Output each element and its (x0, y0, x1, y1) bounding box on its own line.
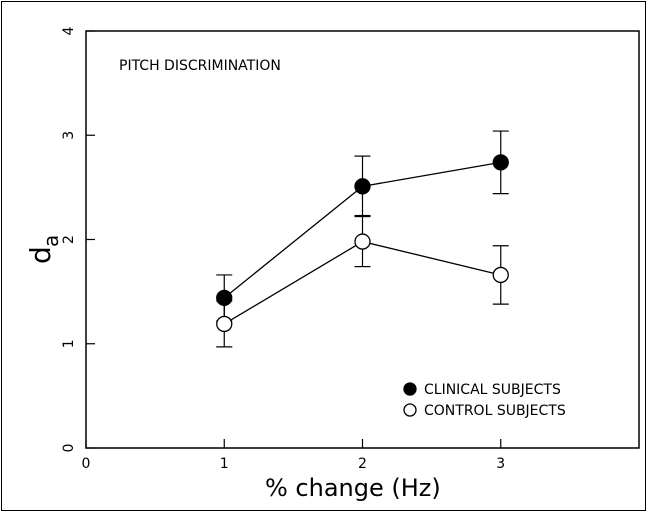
y-tick-label: 0 (61, 444, 77, 453)
legend-label: CONTROL SUBJECTS (424, 403, 566, 419)
x-axis-ticks: 0 1 2 3 (82, 439, 505, 472)
x-tick-label: 0 (82, 456, 91, 472)
data-point (492, 266, 509, 284)
y-tick-label: 4 (61, 26, 77, 35)
chart-annotation: PITCH DISCRIMINATION (119, 58, 281, 74)
x-tick-label: 2 (358, 456, 367, 472)
y-tick-label: 2 (61, 235, 77, 244)
legend: CLINICAL SUBJECTS CONTROL SUBJECTS (403, 382, 566, 419)
data-point (216, 289, 233, 307)
y-axis-label-sub: a (39, 235, 63, 247)
x-axis-label: % change (Hz) (265, 474, 441, 502)
legend-label: CLINICAL SUBJECTS (424, 382, 561, 398)
data-point (354, 178, 371, 195)
y-axis-label: d a (24, 235, 63, 264)
y-tick-label: 3 (61, 131, 77, 140)
legend-marker (403, 382, 417, 396)
series-layer (216, 130, 509, 348)
data-point (354, 233, 371, 250)
data-point (216, 315, 233, 333)
y-tick-label: 1 (61, 339, 77, 348)
x-tick-label: 1 (220, 456, 229, 472)
legend-marker (403, 403, 417, 417)
data-point (492, 154, 509, 171)
x-tick-label: 3 (496, 456, 505, 472)
y-axis-label-main: d (24, 246, 57, 264)
y-axis-ticks: 0 1 2 3 4 (61, 26, 95, 452)
